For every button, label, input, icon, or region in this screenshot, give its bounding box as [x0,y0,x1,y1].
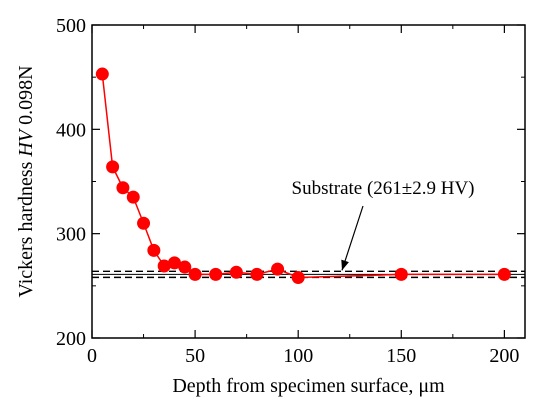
data-point [147,243,161,257]
data-point [394,267,408,281]
data-point [95,67,109,81]
annotation-arrow [341,205,364,271]
data-point [126,190,140,204]
data-point [188,267,202,281]
x-tick-label: 0 [87,345,97,367]
data-point [106,160,120,174]
y-tick-label: 200 [56,328,86,350]
data-point [497,267,511,281]
arrow-shaft [341,205,364,271]
data-point [271,262,285,276]
x-tick-label: 150 [386,345,416,367]
y-tick-label: 400 [56,119,86,141]
series-line [101,73,505,279]
substrate-annotation: Substrate (261±2.9 HV) [292,178,475,199]
x-axis-label: Depth from specimen surface, μm [172,375,445,397]
y-axis-label-prefix: Vickers hardness [15,157,37,298]
data-point [178,260,192,274]
data-point [116,181,130,195]
x-tick-label: 100 [283,345,313,367]
data-point [209,267,223,281]
data-point [291,270,305,284]
arrow-head [341,259,349,271]
y-axis-label-suffix: 0.098N [15,65,37,129]
y-axis-label-italic: HV [15,127,37,157]
data-point [250,267,264,281]
x-tick-label: 50 [185,345,205,367]
plot-frame [91,24,526,339]
tick-labels: 0 50 100 150 200 200 300 400 500 [56,15,519,367]
data-series [95,67,511,284]
y-tick-label: 300 [56,224,86,246]
x-tick-label: 200 [489,345,519,367]
data-point [229,265,243,279]
y-axis-label: Vickers hardness HV 0.098N [15,65,37,297]
data-point [137,216,151,230]
y-tick-label: 500 [56,15,86,37]
